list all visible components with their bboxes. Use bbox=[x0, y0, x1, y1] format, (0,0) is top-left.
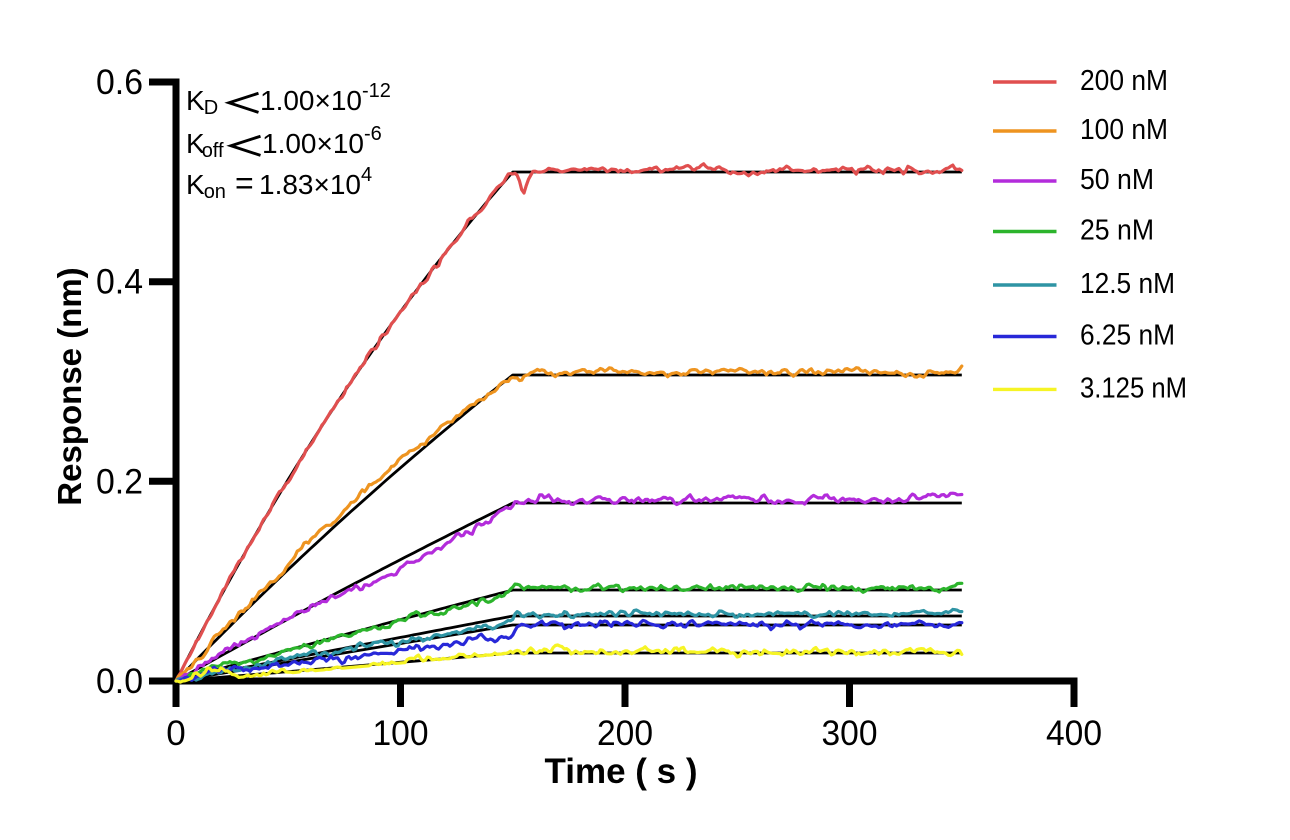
svg-text:200 nM: 200 nM bbox=[1080, 65, 1168, 97]
svg-text:0.6: 0.6 bbox=[96, 63, 143, 102]
svg-text:400: 400 bbox=[1046, 714, 1102, 753]
svg-text:0: 0 bbox=[166, 714, 185, 753]
svg-text:12.5 nM: 12.5 nM bbox=[1080, 268, 1175, 300]
svg-text:50 nM: 50 nM bbox=[1080, 164, 1154, 196]
svg-text:100 nM: 100 nM bbox=[1080, 114, 1168, 146]
svg-text:0.4: 0.4 bbox=[96, 263, 143, 302]
svg-text:0.2: 0.2 bbox=[96, 462, 143, 501]
svg-text:100: 100 bbox=[373, 714, 429, 753]
svg-text:3.125 nM: 3.125 nM bbox=[1080, 372, 1187, 404]
svg-text:300: 300 bbox=[822, 714, 878, 753]
svg-text:0.0: 0.0 bbox=[96, 662, 143, 701]
svg-text:6.25 nM: 6.25 nM bbox=[1080, 320, 1175, 352]
svg-text:25 nM: 25 nM bbox=[1080, 215, 1154, 247]
svg-text:Response (nm): Response (nm) bbox=[51, 267, 88, 505]
svg-text:Time ( s ): Time ( s ) bbox=[544, 752, 697, 791]
svg-text:200: 200 bbox=[597, 714, 653, 753]
